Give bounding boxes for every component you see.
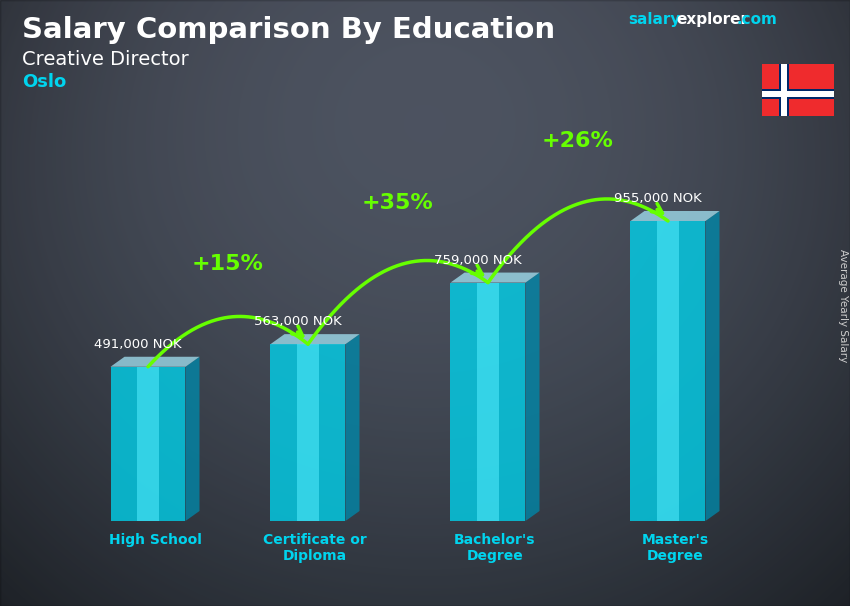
Polygon shape — [477, 282, 499, 521]
Text: 491,000 NOK: 491,000 NOK — [94, 338, 182, 351]
Text: Creative Director: Creative Director — [22, 50, 189, 69]
Text: salary: salary — [628, 12, 680, 27]
Bar — [762, 64, 834, 116]
Bar — [762, 89, 834, 99]
Text: 955,000 NOK: 955,000 NOK — [614, 192, 702, 205]
Polygon shape — [450, 282, 525, 521]
Polygon shape — [657, 221, 679, 521]
Text: .com: .com — [737, 12, 778, 27]
Bar — [762, 91, 834, 97]
Polygon shape — [185, 357, 200, 521]
Polygon shape — [450, 273, 540, 282]
Polygon shape — [110, 357, 200, 367]
Polygon shape — [270, 334, 360, 344]
Text: Master's
Degree: Master's Degree — [642, 533, 709, 563]
Polygon shape — [297, 344, 320, 521]
Text: High School: High School — [109, 533, 201, 547]
Polygon shape — [631, 221, 706, 521]
Polygon shape — [270, 344, 345, 521]
Polygon shape — [345, 334, 360, 521]
Text: Oslo: Oslo — [22, 73, 66, 91]
Polygon shape — [525, 273, 540, 521]
Text: +35%: +35% — [362, 193, 434, 213]
Text: Bachelor's
Degree: Bachelor's Degree — [454, 533, 536, 563]
Polygon shape — [706, 211, 719, 521]
Text: 563,000 NOK: 563,000 NOK — [254, 315, 342, 328]
Text: +15%: +15% — [192, 254, 264, 274]
Polygon shape — [110, 367, 185, 521]
Bar — [779, 64, 789, 116]
Text: 759,000 NOK: 759,000 NOK — [434, 253, 522, 267]
Text: Certificate or
Diploma: Certificate or Diploma — [264, 533, 367, 563]
Text: explorer: explorer — [676, 12, 748, 27]
Polygon shape — [137, 367, 159, 521]
Text: Average Yearly Salary: Average Yearly Salary — [838, 250, 848, 362]
Text: +26%: +26% — [542, 131, 614, 151]
Bar — [781, 64, 787, 116]
Polygon shape — [631, 211, 719, 221]
Text: Salary Comparison By Education: Salary Comparison By Education — [22, 16, 555, 44]
